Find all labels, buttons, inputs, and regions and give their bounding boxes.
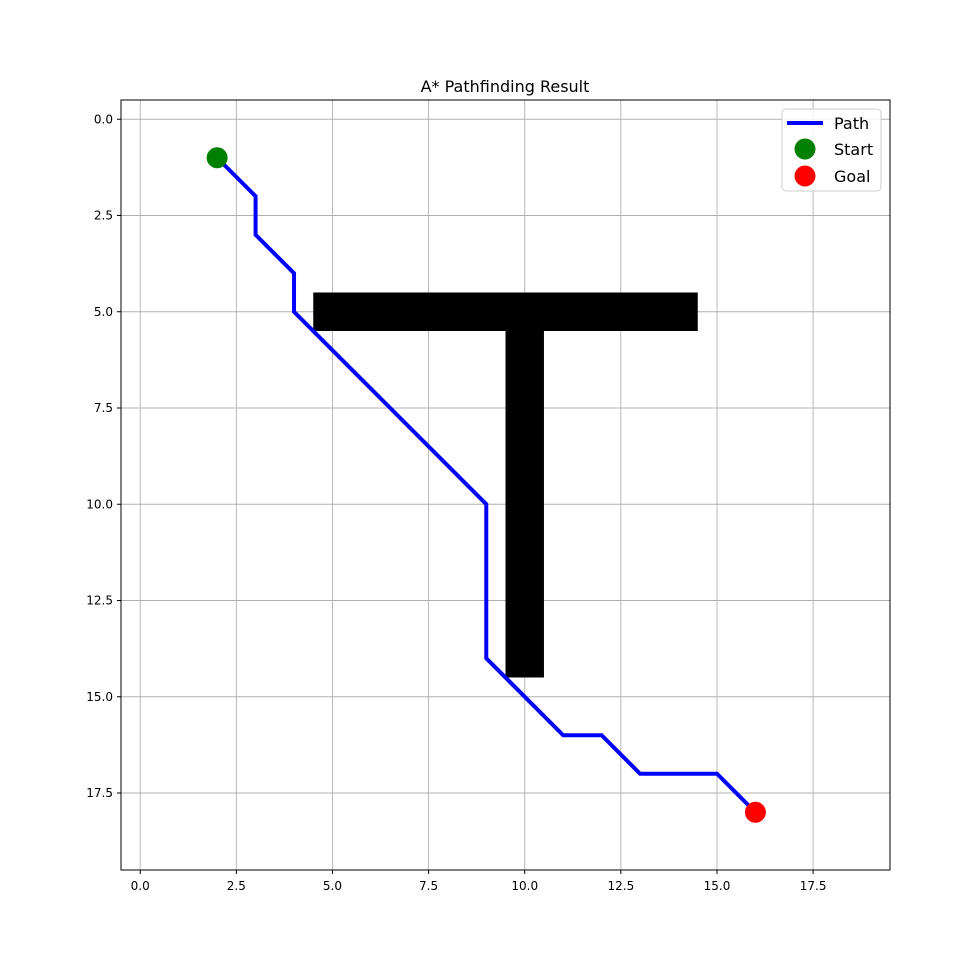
markers — [206, 147, 766, 823]
y-tick-label: 12.5 — [86, 594, 113, 608]
legend-path-label: Path — [834, 114, 869, 133]
x-tick-label: 15.0 — [704, 879, 731, 893]
x-tick-label: 12.5 — [607, 879, 634, 893]
y-tick-label: 10.0 — [86, 497, 113, 511]
path-series — [215, 156, 757, 814]
y-tick-label: 2.5 — [94, 209, 113, 223]
x-tick-label: 5.0 — [323, 879, 342, 893]
y-tick-label: 0.0 — [94, 112, 113, 126]
path-line — [215, 156, 757, 814]
obstacles — [313, 292, 698, 678]
legend-goal-swatch — [794, 165, 816, 187]
obstacle-0 — [313, 292, 698, 331]
x-tick-label: 17.5 — [800, 879, 827, 893]
obstacle-1 — [505, 331, 544, 678]
x-axis-ticks: 0.0 2.5 5.0 7.5 10.0 12.5 15.0 17.5 — [131, 870, 827, 893]
y-tick-label: 17.5 — [86, 786, 113, 800]
chart-title: A* Pathfinding Result — [421, 77, 590, 96]
plot-frame — [120, 99, 891, 871]
legend-start-swatch — [794, 138, 816, 160]
x-tick-label: 7.5 — [419, 879, 438, 893]
y-axis-ticks: 0.0 2.5 5.0 7.5 10.0 12.5 15.0 17.5 — [86, 112, 121, 800]
legend: Path Start Goal — [781, 108, 882, 192]
legend-goal-label: Goal — [834, 167, 870, 186]
y-tick-label: 7.5 — [94, 401, 113, 415]
x-tick-label: 2.5 — [227, 879, 246, 893]
axes-frame — [120, 99, 891, 871]
y-tick-label: 5.0 — [94, 305, 113, 319]
x-tick-label: 0.0 — [131, 879, 150, 893]
legend-start-label: Start — [834, 140, 873, 159]
start-marker — [206, 147, 228, 169]
goal-marker — [744, 801, 766, 823]
y-tick-label: 15.0 — [86, 690, 113, 704]
x-tick-label: 10.0 — [511, 879, 538, 893]
